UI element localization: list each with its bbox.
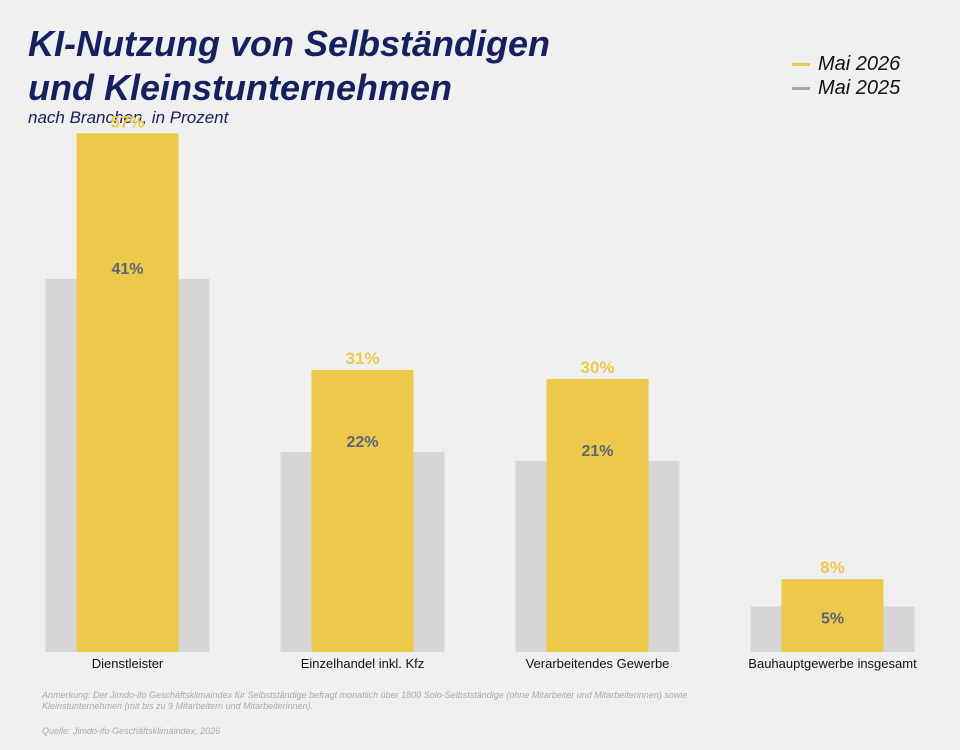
value-label-2025-0: 41% (111, 261, 143, 278)
bar-2026-0 (76, 133, 179, 653)
value-label-2025-1: 22% (346, 434, 378, 451)
bar-2026-1 (311, 369, 414, 652)
value-label-2025-3: 5% (821, 611, 844, 628)
bar-chart: 57% 41% Dienstleister 31% 22% Einzelhandel in… (45, 112, 917, 671)
source-note: Quelle: Jimdo-ifo Geschäftsklimaindex, 2… (42, 726, 221, 736)
value-label-2026-2: 30% (580, 358, 614, 377)
chart-title-line-2: und Kleinstunternehmen (28, 67, 453, 108)
value-label-2026-3: 8% (820, 558, 845, 577)
value-label-2026-0: 57% (110, 112, 144, 131)
chart-title-line-1: KI-Nutzung von Selbständigen (28, 23, 550, 64)
value-label-2025-2: 21% (581, 443, 613, 460)
chart-title: KI-Nutzung von Selbständigen und Kleinst… (28, 22, 550, 110)
bar-2026-2 (546, 379, 649, 652)
legend-swatch-2025 (792, 86, 810, 90)
legend-swatch-2026 (792, 62, 810, 66)
legend-label-2026: Mai 2026 (818, 52, 901, 75)
category-label-2: Verarbeitendes Gewerbe (526, 656, 670, 671)
legend-item-2025: Mai 2025 (792, 76, 900, 100)
value-label-2026-1: 31% (345, 349, 379, 368)
legend-label-2025: Mai 2025 (818, 76, 901, 99)
legend-item-2026: Mai 2026 (792, 52, 900, 76)
chart-subtitle: nach Branchen, in Prozent (28, 108, 229, 127)
category-label-0: Dienstleister (92, 656, 164, 671)
legend: Mai 2026 Mai 2025 (792, 52, 900, 100)
category-label-3: Bauhauptgewerbe insgesamt (748, 656, 917, 671)
category-label-1: Einzelhandel inkl. Kfz (301, 656, 425, 671)
footnote: Anmerkung: Der Jimdo-ifo Geschäftsklimai… (42, 690, 688, 711)
bar-2026-3 (781, 579, 884, 652)
